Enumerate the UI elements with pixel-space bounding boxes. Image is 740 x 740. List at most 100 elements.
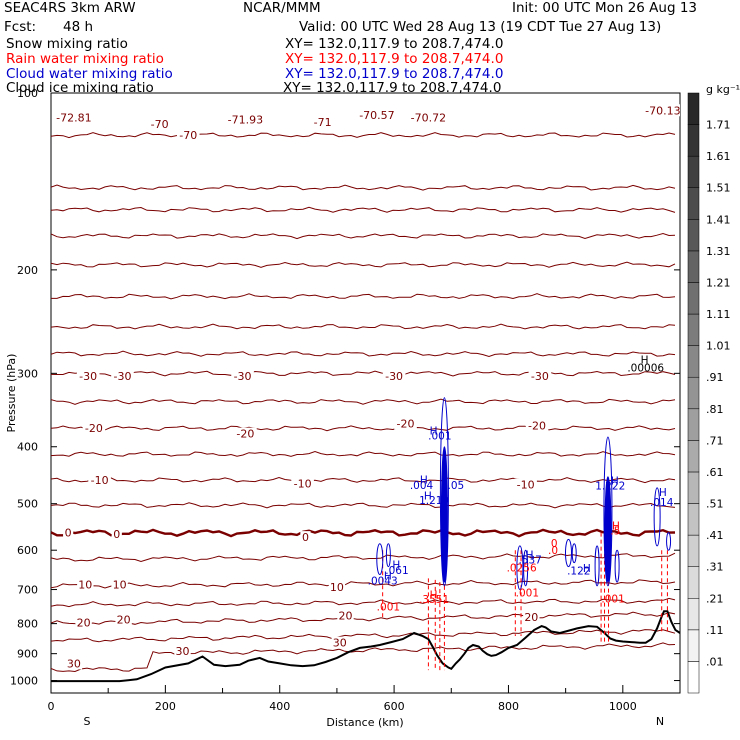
contour-label-bg — [642, 104, 680, 117]
legend-rain-name: Rain water mixing ratio — [6, 51, 164, 67]
legend-cloud-ice-name: Cloud ice mixing ratio — [6, 80, 154, 96]
legend-rain-xy: XY= 132.0,117.9 to 208.7,474.0 — [285, 51, 504, 67]
temperature-contour--35 — [51, 350, 676, 358]
cloud-water-contour — [523, 549, 529, 587]
cloud-water-label: .0043 — [368, 576, 398, 588]
rain-water-label: H — [612, 521, 620, 533]
colorbar-label: .11 — [706, 624, 724, 637]
contour-label-bg — [525, 419, 549, 432]
colorbar-segment — [687, 219, 700, 252]
contour-label: -10 — [91, 474, 109, 487]
contour-label-bg — [111, 578, 128, 591]
org-label: NCAR/MMM — [243, 0, 321, 16]
colorbar-unit: g kg⁻¹ — [706, 83, 740, 96]
contour-label-bg — [356, 108, 398, 121]
rain-water-label: .001 — [377, 601, 400, 613]
valid-time: Valid: 00 UTC Wed 28 Aug 13 (19 CDT Tue … — [299, 19, 662, 35]
cloud-ice-label: .00006 — [627, 362, 664, 374]
temperature-contour--25 — [51, 398, 676, 405]
contour-label: 20 — [77, 617, 91, 630]
temperature-contour--60 — [51, 206, 676, 213]
temperature-contour-15 — [51, 597, 676, 608]
legend-cloud-water-name: Cloud water mixing ratio — [6, 66, 173, 82]
cloud-water-label: .122 — [567, 566, 590, 578]
contour-label: -20 — [528, 419, 546, 432]
contour-label-bg — [174, 644, 191, 657]
rain-water-label: .3551 — [419, 594, 449, 606]
rain-water-label: .5 — [610, 525, 620, 537]
colorbar-segment — [687, 376, 700, 410]
contour-label: -30 — [531, 370, 549, 383]
rain-water-label: 0 — [551, 538, 558, 550]
contour-label-bg — [407, 111, 449, 124]
cloud-water-contour — [594, 545, 600, 587]
contour-label: -70 — [151, 118, 169, 131]
contour-label: -70.57 — [359, 109, 394, 122]
x-tick-label: 1000 — [609, 700, 637, 713]
rain-water-label: .0256 — [507, 562, 537, 574]
contour-label: -71.93 — [228, 114, 263, 127]
contour-label: -30 — [79, 370, 97, 383]
y-axis-title: Pressure (hPa) — [5, 354, 18, 433]
contour-label: 10 — [78, 578, 92, 591]
temperature-contour-25 — [51, 629, 676, 643]
colorbar-segment — [687, 313, 700, 346]
colorbar-segment — [687, 440, 700, 473]
y-tick-label: 1000 — [10, 675, 38, 688]
colorbar-segment — [687, 187, 700, 220]
cloud-water-contour — [516, 545, 524, 591]
y-tick-label: 300 — [17, 367, 38, 380]
temperature-contour--50 — [51, 261, 676, 268]
colorbar-label: .81 — [706, 403, 724, 416]
contour-label-bg — [224, 113, 267, 126]
y-tick-label: 500 — [17, 498, 38, 511]
contour-label-bg — [234, 427, 257, 440]
colorbar-label: 1.61 — [706, 150, 731, 163]
temperature-contour--20 — [51, 425, 676, 432]
colorbar-label: .01 — [706, 655, 724, 668]
x-tick-label: 400 — [269, 700, 290, 713]
cloud-water-label: .001 — [428, 431, 451, 443]
contour-label-bg — [231, 369, 254, 382]
contour-label: -10 — [294, 478, 312, 491]
contour-label-bg — [63, 526, 74, 539]
colorbar-label: .91 — [706, 371, 724, 384]
contour-label-bg — [111, 369, 134, 382]
contour-label-bg — [115, 613, 132, 626]
y-tick-label: 900 — [17, 648, 38, 661]
x-tick-label: 800 — [498, 700, 519, 713]
contour-label-bg — [75, 616, 92, 629]
contour-label: 20 — [117, 613, 131, 626]
temperature-contour-30 — [51, 642, 676, 673]
cloud-water-contour — [385, 543, 391, 568]
contour-label-bg — [300, 531, 311, 544]
cloud-water-label: .05 — [447, 480, 464, 492]
contour-label-bg — [111, 527, 122, 540]
y-tick-label: 200 — [17, 264, 38, 277]
contour-label-bg — [328, 580, 346, 593]
cloud-water-label: .061 — [385, 565, 408, 577]
colorbar-label: .41 — [706, 529, 724, 542]
legend-cloud-ice-xy: XY= 132.0,117.9 to 208.7,474.0 — [283, 80, 502, 96]
temperature-contour--55 — [51, 232, 676, 240]
contour-label-bg — [382, 369, 406, 382]
plot-area: -72.81 -70 -71.93 -70 -71 -70.57 -70.72 -70.13 -… — [51, 104, 680, 683]
colorbar-segment — [687, 598, 700, 631]
forecast-hours: 48 h — [63, 19, 94, 35]
colorbar-segment — [687, 124, 700, 157]
temperature-contour-0 — [51, 528, 676, 538]
cloud-water-contour — [653, 487, 661, 547]
colorbar-segment — [687, 408, 700, 441]
contour-label-bg — [148, 118, 171, 131]
temperature-contour--5 — [51, 502, 676, 509]
x-tick-label: 600 — [384, 700, 405, 713]
colorbar-label: 1.01 — [706, 340, 731, 353]
contour-label: -71 — [314, 116, 332, 129]
contour-label-bg — [528, 369, 552, 382]
contour-label: -70 — [179, 129, 197, 142]
cloud-water-label: H — [424, 490, 432, 502]
y-tick-label: 100 — [17, 87, 38, 100]
contour-label-bg — [88, 474, 111, 487]
contour-label: -30 — [234, 370, 252, 383]
